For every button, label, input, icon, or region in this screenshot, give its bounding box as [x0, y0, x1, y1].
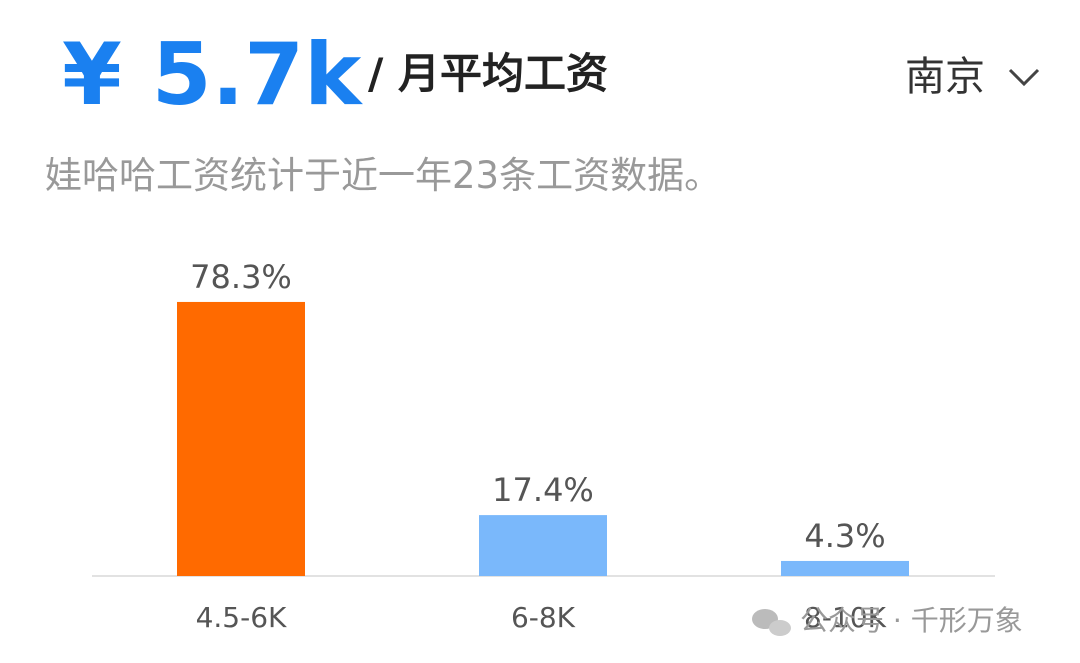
- subtitle: 娃哈哈工资统计于近一年23条工资数据。: [45, 154, 721, 197]
- chevron-down[interactable]: [1008, 68, 1040, 87]
- salary-amount: ¥ 5.7k: [62, 25, 363, 125]
- city-selector[interactable]: 南京: [905, 54, 1040, 100]
- bar: [177, 301, 305, 576]
- value-label: 78.3%: [190, 258, 292, 296]
- bar: [781, 560, 909, 576]
- bar: [479, 515, 607, 576]
- value-label: 17.4%: [492, 471, 594, 509]
- category-label: 6-8K: [511, 601, 576, 634]
- value-label: 4.3%: [804, 517, 885, 555]
- category-label: 4.5-6K: [196, 601, 287, 634]
- city[interactable]: 南京: [905, 54, 985, 100]
- salary-unit: / 月平均工资: [368, 49, 608, 98]
- category-label: 8-10K: [804, 601, 887, 634]
- watermark-text: 公众号 · 千形万象: [800, 604, 1023, 637]
- wechat-icon: [769, 620, 791, 636]
- watermark: 公众号 · 千形万象: [752, 604, 1023, 637]
